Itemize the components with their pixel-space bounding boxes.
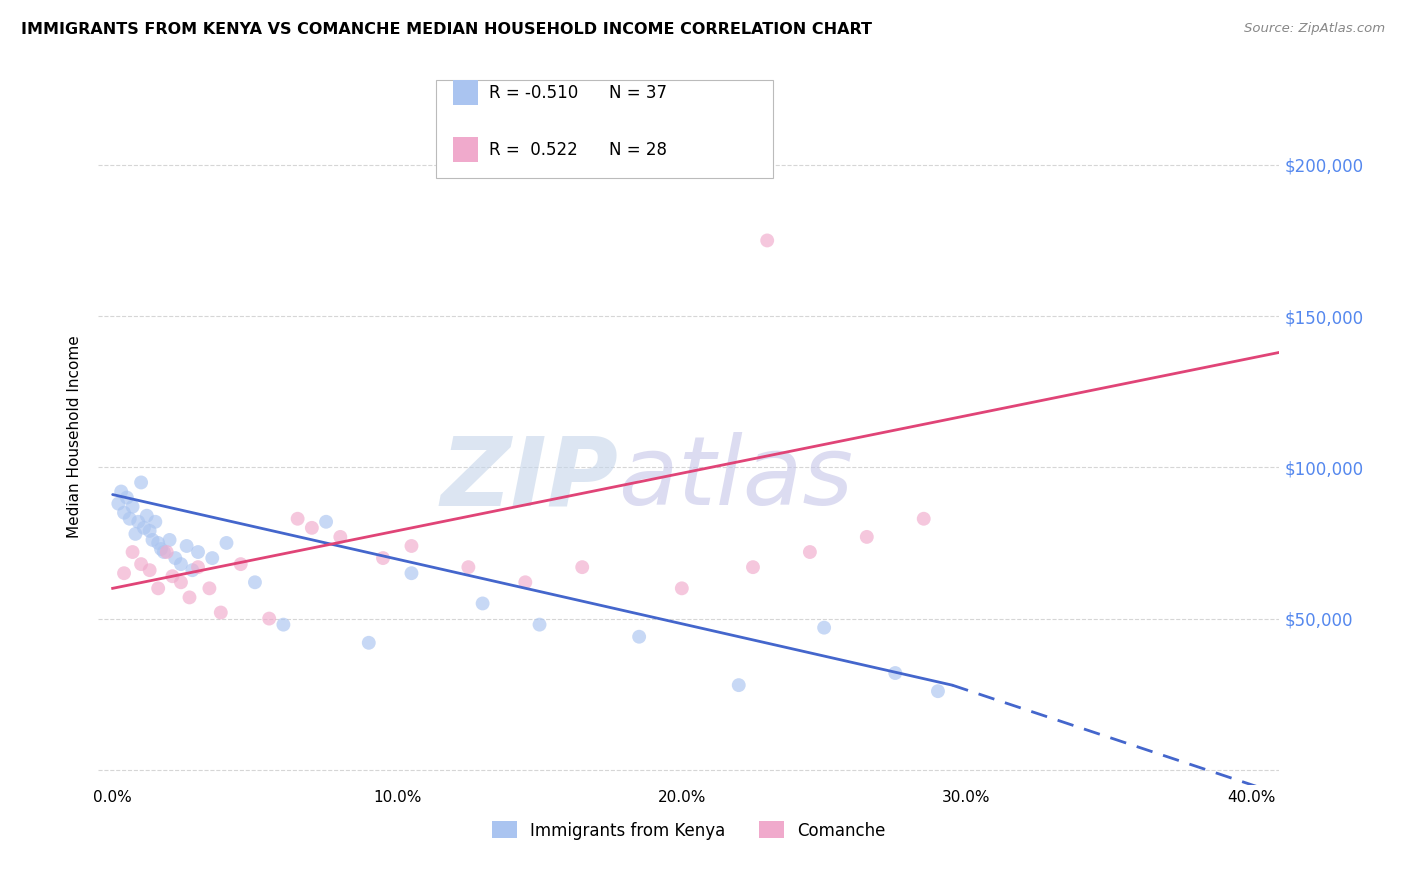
Point — [357, 636, 380, 650]
Point — [229, 557, 252, 571]
Point — [287, 512, 309, 526]
Legend: Immigrants from Kenya, Comanche: Immigrants from Kenya, Comanche — [485, 814, 893, 847]
Point — [813, 621, 835, 635]
Point — [515, 575, 537, 590]
Point — [243, 575, 266, 590]
Point — [198, 582, 221, 596]
Point — [884, 666, 907, 681]
Point — [727, 678, 749, 692]
Point — [315, 515, 337, 529]
Text: N = 37: N = 37 — [609, 84, 666, 102]
Text: Source: ZipAtlas.com: Source: ZipAtlas.com — [1244, 22, 1385, 36]
Point — [159, 533, 181, 547]
Point — [112, 566, 135, 581]
Point — [138, 563, 160, 577]
Point — [162, 569, 184, 583]
Point — [187, 560, 209, 574]
Point — [571, 560, 593, 574]
Point — [156, 545, 179, 559]
Text: atlas: atlas — [619, 433, 853, 525]
Point — [138, 524, 160, 538]
Point — [201, 551, 224, 566]
Text: ZIP: ZIP — [440, 433, 619, 525]
Point — [301, 521, 323, 535]
Point — [628, 630, 651, 644]
Point — [371, 551, 394, 566]
Point — [187, 545, 209, 559]
Point — [170, 557, 193, 571]
Point — [756, 234, 779, 248]
Point — [401, 539, 423, 553]
Point — [257, 611, 280, 625]
Point — [143, 515, 166, 529]
Point — [179, 591, 201, 605]
Point — [153, 545, 176, 559]
Point — [181, 563, 204, 577]
Text: R = -0.510: R = -0.510 — [489, 84, 578, 102]
Point — [150, 541, 173, 556]
Point — [132, 521, 155, 535]
Point — [856, 530, 879, 544]
Point — [273, 617, 295, 632]
Point — [912, 512, 935, 526]
Point — [115, 491, 138, 505]
Point — [471, 597, 494, 611]
Y-axis label: Median Household Income: Median Household Income — [67, 335, 83, 539]
Point — [148, 582, 170, 596]
Text: IMMIGRANTS FROM KENYA VS COMANCHE MEDIAN HOUSEHOLD INCOME CORRELATION CHART: IMMIGRANTS FROM KENYA VS COMANCHE MEDIAN… — [21, 22, 872, 37]
Point — [329, 530, 352, 544]
Point — [135, 508, 157, 523]
Point — [176, 539, 198, 553]
Text: R =  0.522: R = 0.522 — [489, 141, 578, 159]
Point — [799, 545, 821, 559]
Point — [457, 560, 479, 574]
Point — [107, 497, 129, 511]
Point — [742, 560, 765, 574]
Point — [129, 475, 152, 490]
Point — [110, 484, 132, 499]
Point — [215, 536, 238, 550]
Point — [141, 533, 163, 547]
Point — [529, 617, 551, 632]
Point — [165, 551, 187, 566]
Point — [118, 512, 141, 526]
Point — [112, 506, 135, 520]
Text: N = 28: N = 28 — [609, 141, 666, 159]
Point — [671, 582, 693, 596]
Point — [129, 557, 152, 571]
Point — [148, 536, 170, 550]
Point — [121, 545, 143, 559]
Point — [121, 500, 143, 514]
Point — [124, 527, 146, 541]
Point — [927, 684, 949, 698]
Point — [209, 606, 232, 620]
Point — [127, 515, 149, 529]
Point — [170, 575, 193, 590]
Point — [401, 566, 423, 581]
